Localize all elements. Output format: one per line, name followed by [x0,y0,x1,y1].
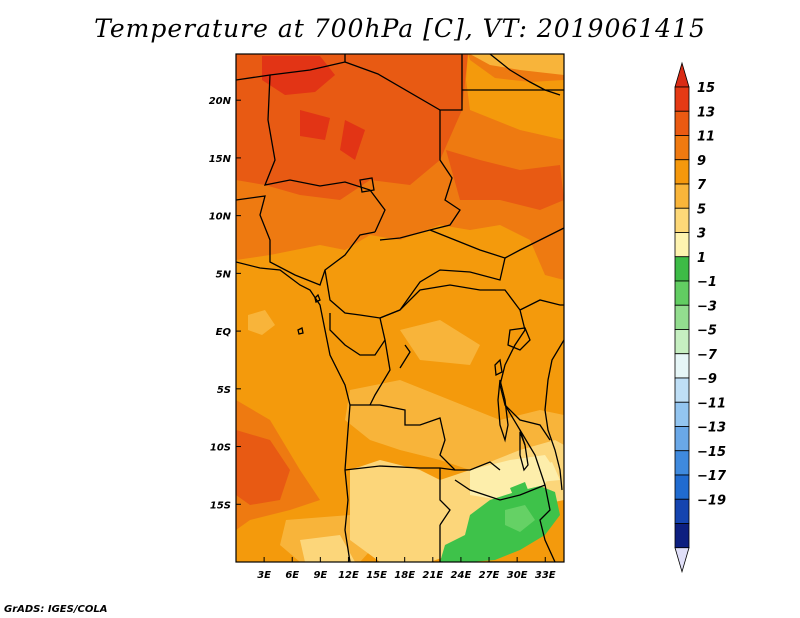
country-boundaries [236,54,564,562]
x-tick-label: 30E [507,570,528,581]
colorbar-swatch [674,280,690,306]
colorbar-swatch [674,304,690,330]
map-title: Temperature at 700hPa [C], VT: 201906141… [94,14,706,43]
colorbar-swatch [674,135,690,161]
colorbar-swatch [674,329,690,355]
colorbar-swatch [674,256,690,282]
colorbar-label: 1 [697,251,706,266]
border-angola-namibia [344,465,456,471]
colorbar-swatch [674,426,690,452]
colorbar-label: −19 [697,493,726,508]
x-axis: 3E 6E 9E 12E 15E 18E 21E 24E 27E 30E 33E [257,557,556,581]
colorbar-swatch [674,86,690,112]
colorbar-swatch [674,353,690,379]
colorbar-label: 7 [697,178,707,193]
colorbar-swatch [674,232,690,258]
plot-frame [235,53,565,563]
colorbar-label: −13 [697,421,726,436]
field-minus1c-regions [505,505,535,532]
border-mozambique [519,429,556,562]
colorbar: 15 13 11 9 7 5 3 1 −1 −3 −5 −7 −9 −11 −13 −15 −17 −19 [674,61,727,574]
y-tick-label: EQ [216,327,232,338]
x-tick-label: 3E [257,570,271,581]
border-car-drc [379,284,526,331]
x-tick-label: 15E [366,570,387,581]
river-congo [399,344,411,369]
lake-tanganyika [497,379,509,443]
colorbar-bottom-arrow [674,547,690,574]
colorbar-swatch [674,207,690,233]
lake-chad [359,177,375,193]
x-tick-label: 21E [422,570,443,581]
temperature-field [236,54,564,562]
border-angola-zambia [439,468,451,526]
border-chad-sudan [379,110,461,241]
colorbar-label: −9 [697,372,717,387]
x-tick-label: 12E [338,570,359,581]
colorbar-swatch [674,159,690,185]
colorbar-label: −7 [697,348,718,363]
colorbar-label: 15 [697,81,715,96]
islands-gulf-guinea [297,293,321,335]
y-tick-label: 20N [209,96,232,107]
lake-malawi [519,431,529,472]
coastline-east-africa [544,339,564,491]
y-tick-label: 10S [210,443,231,454]
y-tick-label: 15S [210,500,231,511]
border-libya-algeria [236,54,346,81]
colorbar-label: −11 [697,396,726,411]
x-tick-label: 33E [535,570,556,581]
colorbar-label: 9 [697,154,706,169]
colorbar-label: −17 [697,469,727,484]
colorbar-label: 5 [697,202,706,217]
lake-kivu [494,358,503,377]
colorbar-swatch [674,498,690,524]
border-zambia-zimbabwe [454,479,546,501]
colorbar-label: −5 [697,324,717,339]
colorbar-swatch [674,183,690,209]
colorbar-label: 3 [697,227,706,242]
x-tick-label: 6E [285,570,299,581]
y-axis: 20N 15N 10N 5N EQ 5S 10S 15S [209,96,241,511]
colorbar-swatch [674,450,690,476]
colorbar-swatch [674,523,690,549]
border-drc-angola [350,404,501,471]
y-tick-label: 15N [209,154,232,165]
border-niger-chad [263,74,386,233]
y-tick-label: 10N [209,212,232,223]
colorbar-label: 13 [697,105,715,120]
border-south-sudan-ethiopia [504,227,564,259]
colorbar-label: −3 [697,299,717,314]
colorbar-swatch [674,110,690,136]
field-15c-regions [262,56,365,160]
colorbar-swatch [674,401,690,427]
lake-victoria [507,327,531,351]
field-1c-regions [440,482,560,562]
border-tanzania [504,404,551,441]
colorbar-swatch [674,377,690,403]
y-tick-label: 5N [216,269,232,280]
colorbar-label: 11 [697,130,715,145]
border-ethiopia-kenya [519,299,564,311]
field-7c-regions [248,54,564,562]
field-13c-regions [236,54,564,505]
border-cameroon-car [324,229,506,319]
colorbar-top-arrow [674,61,690,88]
x-tick-label: 18E [394,570,415,581]
x-tick-label: 24E [451,570,472,581]
x-tick-label: 9E [313,570,327,581]
colorbar-label: −1 [697,275,717,290]
y-tick-label: 5S [217,385,231,396]
border-congo-drc [369,339,391,406]
border-nigeria [236,195,376,286]
coastline-west-africa [236,261,351,562]
colorbar-swatch [674,474,690,500]
x-tick-label: 27E [479,570,500,581]
coastline-red-sea [489,54,561,96]
grads-credit: GrADS: IGES/COLA [4,604,108,615]
colorbar-label: −15 [697,445,726,460]
